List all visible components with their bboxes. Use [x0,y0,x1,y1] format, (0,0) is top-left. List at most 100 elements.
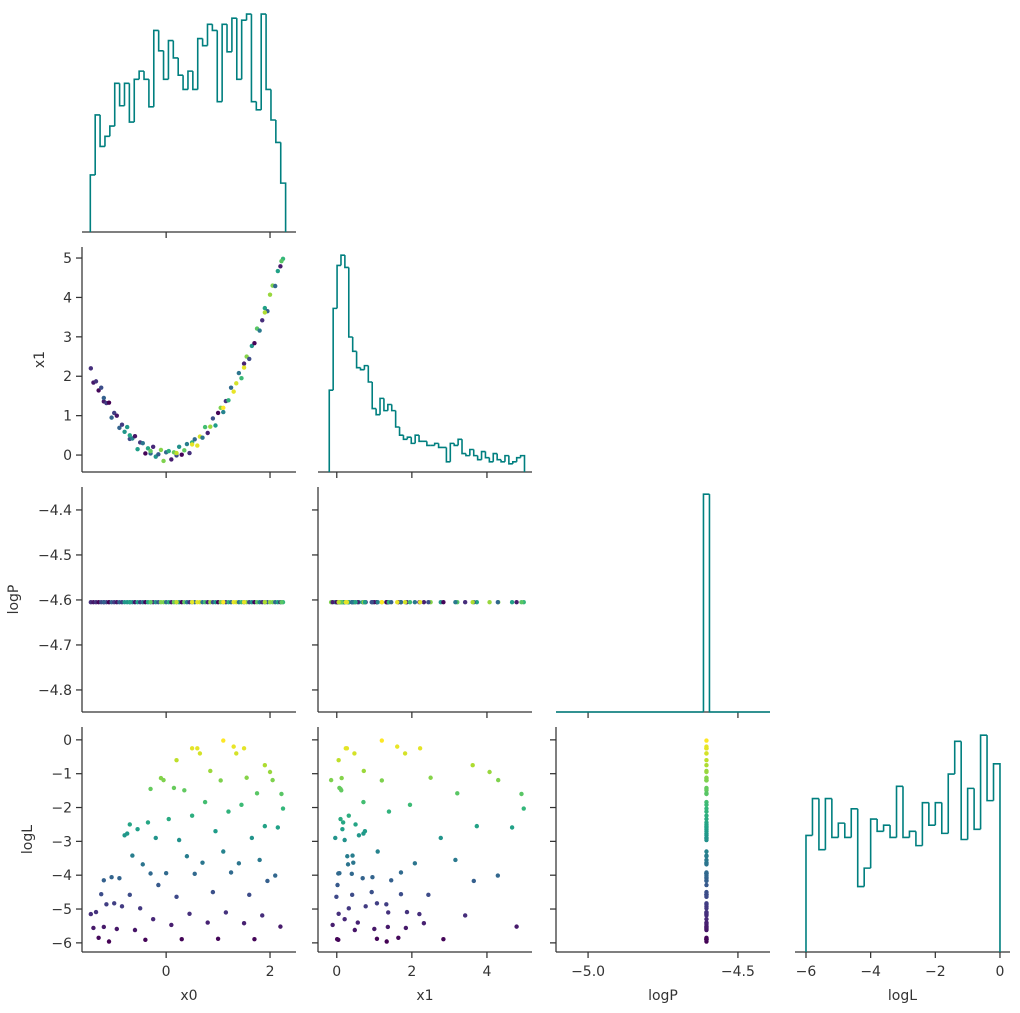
scatter-point [88,911,94,917]
scatter-point [215,410,221,416]
histogram-step [367,365,373,383]
scatter-point [117,425,122,431]
histogram-step [915,831,923,847]
scatter-point [495,600,501,605]
y-tick-label: 3 [63,330,72,346]
histogram-step [484,451,490,459]
scatter-point [333,835,338,841]
scatter-point [369,889,374,895]
histogram-step [433,442,439,446]
scatter-point [275,268,281,274]
histogram-step [496,453,502,461]
scatter-point [704,921,709,926]
scatter-point [372,926,377,932]
scatter-point [704,802,709,808]
scatter-point [704,936,709,942]
scatter-point [179,936,184,942]
scatter-point [704,813,709,818]
scatter-point [455,791,460,796]
scatter-point [101,878,107,883]
scatter-point [704,763,709,768]
scatter-point [704,901,709,906]
scatter-point [239,376,244,381]
histogram-step [902,786,910,839]
scatter-point [254,791,260,796]
histogram-step [856,808,865,888]
histogram-step [928,802,936,826]
scatter-point [221,405,226,410]
x-axis-label: x1 [416,988,433,1004]
scatter-point [389,878,394,883]
scatter-point [344,746,350,751]
histogram-step [206,23,213,46]
scatter-point [404,909,410,915]
histogram-step [157,30,164,52]
scatter-point [176,444,182,449]
x-tick-label: −5.0 [571,964,605,980]
histogram-step [390,404,396,412]
scatter-point [453,600,458,605]
scatter-point [279,791,284,797]
scatter-point [361,768,367,774]
scatter-point [182,788,187,793]
scatter-point [346,906,351,911]
histogram-step [979,734,988,830]
scatter-point [262,600,268,605]
histogram-step [89,174,96,232]
scatter-point [247,356,252,362]
scatter-point [340,826,345,832]
histogram-step [992,763,1001,952]
scatter-point [704,913,709,918]
scatter-point [174,894,179,900]
histogram-step [947,773,955,834]
histogram-step [235,18,242,81]
scatter-point [395,600,400,605]
scatter-point [395,744,400,749]
histogram-step [143,71,149,81]
scatter-point [385,924,391,930]
scatter-point [265,878,270,884]
scatter-point [352,927,357,933]
y-tick-label: −4 [51,868,72,884]
scatter-point [351,860,356,865]
histogram-step [882,824,891,832]
scatter-point [342,916,347,922]
scatter-point [101,600,107,605]
x-tick-label: −4 [860,964,881,980]
histogram-step [265,14,271,91]
scatter-point [328,777,334,783]
scatter-point [398,891,404,897]
histogram-step [461,439,466,455]
scatter-point [349,892,355,898]
scatter-point [704,854,709,859]
scatter-point [421,600,427,605]
scatter-point [379,778,385,783]
histogram-step [500,459,505,463]
y-tick-label: −4.6 [38,593,72,609]
histogram-step [426,441,431,447]
scatter-point [417,746,423,751]
scatter-point [375,600,380,605]
histogram-step [465,453,470,457]
scatter-point [247,892,252,898]
scatter-point [234,381,239,386]
histogram-step [344,255,349,269]
scatter-point [140,862,145,867]
scatter-point [200,435,205,440]
scatter-point [252,936,257,942]
scatter-point [205,430,210,436]
scatter-point [163,870,169,876]
histogram-step [355,351,361,369]
scatter-point [221,849,226,854]
histogram-step [104,135,110,147]
histogram-step [221,23,228,102]
histogram-step [332,307,338,391]
scatter-point [189,813,195,818]
histogram-step [492,452,498,462]
scatter-point [704,822,709,827]
scatter-point [156,882,161,888]
y-tick-label: 0 [63,448,72,464]
histogram-step [889,825,897,839]
y-tick-label: −5 [51,902,72,918]
histogram-step [876,819,884,833]
